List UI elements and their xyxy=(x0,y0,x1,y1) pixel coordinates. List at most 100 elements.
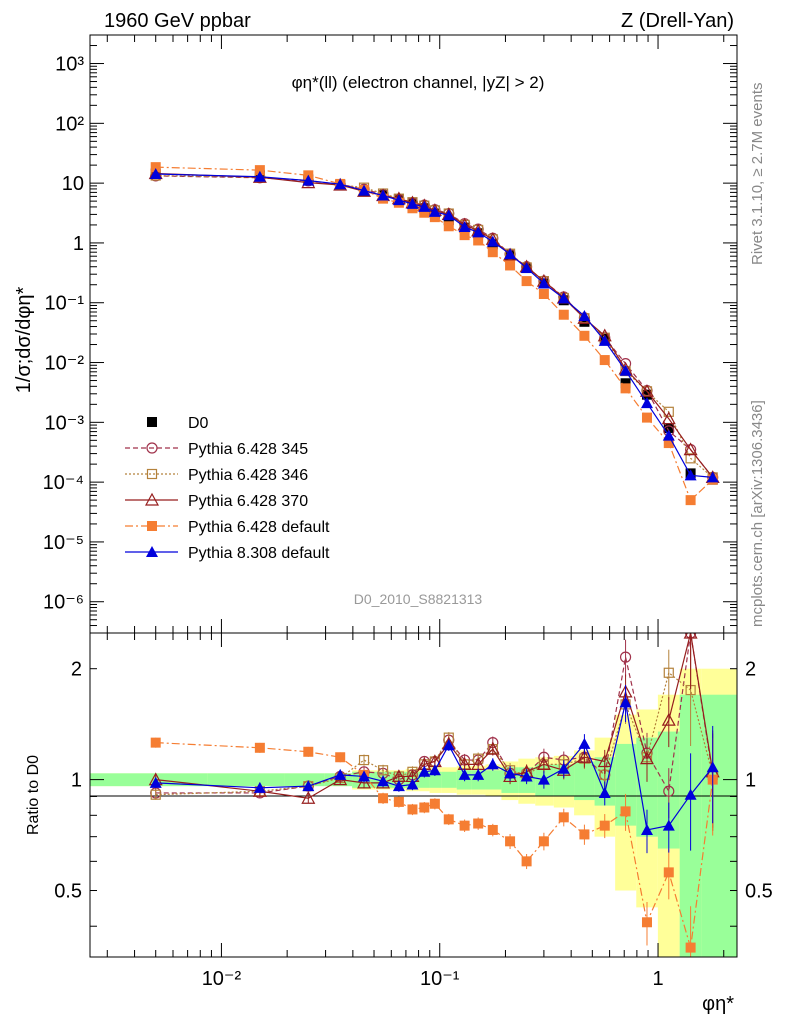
data-point xyxy=(598,334,611,346)
data-point xyxy=(392,194,405,206)
ratio-point xyxy=(598,786,611,798)
data-point xyxy=(641,412,652,423)
legend-marker xyxy=(146,442,158,454)
main-panel: 10⁻⁶ 10⁻⁵ 10⁻⁴ 10⁻³ 10⁻² 10⁻¹ 1 10 10² 10³ φη*(ll… xyxy=(13,34,738,634)
ratio-point xyxy=(149,776,162,788)
ratio-point xyxy=(577,749,592,763)
ratio-point xyxy=(459,820,470,831)
legend-label: Pythia 6.428 346 xyxy=(188,467,308,484)
y-tick-label: 10⁻⁴ xyxy=(43,472,84,494)
ratio-point xyxy=(520,770,533,782)
ratio-point xyxy=(358,754,370,766)
ratio-point xyxy=(578,737,591,749)
ratio-point xyxy=(663,867,674,878)
main-axis-ticks xyxy=(90,34,737,634)
ratio-point xyxy=(254,742,265,753)
y-tick-label: 1 xyxy=(73,233,84,255)
green-band xyxy=(441,771,457,788)
ratio-point xyxy=(442,739,455,751)
x-tick-label: 10⁻² xyxy=(202,968,242,990)
x-tick-label: 1 xyxy=(652,968,663,990)
ratio-point xyxy=(684,788,697,800)
legend-marker xyxy=(146,468,158,480)
data-point xyxy=(663,423,674,434)
ratio-point xyxy=(662,819,675,831)
green-band xyxy=(574,761,595,801)
ratio-point xyxy=(641,917,652,928)
data-point xyxy=(150,162,161,173)
y-tick-label: 10² xyxy=(55,113,84,135)
ratio-point xyxy=(505,836,516,847)
ratio-point xyxy=(334,768,347,780)
ratio-point xyxy=(683,633,698,639)
data-point xyxy=(428,205,441,217)
ratio-point xyxy=(357,775,372,789)
ratio-point xyxy=(302,780,315,792)
main-series xyxy=(148,162,720,506)
y-tick-label: 10 xyxy=(62,173,84,195)
x-axis-label: φη* xyxy=(702,993,734,1015)
data-point xyxy=(663,406,674,417)
ratio-y-tick-labels: 0.5 0.5 1 1 2 2 xyxy=(54,659,773,903)
ratio-point xyxy=(536,757,551,770)
y-tick-label: 2 xyxy=(71,659,82,681)
ratio-point xyxy=(335,752,346,763)
ratio-point xyxy=(579,829,590,840)
main-plot-title: φη*(ll) (electron channel, |yZ| > 2) xyxy=(292,73,545,92)
ratio-point xyxy=(486,758,499,770)
ratio-point xyxy=(378,793,389,804)
x-tick-labels: 10⁻² 10⁻¹ 1 xyxy=(202,968,664,990)
data-point xyxy=(520,262,533,274)
green-band xyxy=(615,743,637,826)
y-tick-label-right: 2 xyxy=(745,659,756,681)
rivet-version: Rivet 3.1.10, ≥ 2.7M events xyxy=(749,83,766,266)
data-point xyxy=(473,235,484,246)
ratio-point xyxy=(150,789,161,800)
ratio-point xyxy=(521,856,532,867)
watermark: D0_2010_S8821313 xyxy=(354,591,483,607)
ratio-axis-ticks xyxy=(90,633,737,957)
data-point xyxy=(620,383,631,394)
data-point xyxy=(487,247,498,258)
data-point xyxy=(472,226,485,238)
y-tick-label: 10⁻¹ xyxy=(45,293,85,315)
ratio-point xyxy=(392,780,405,792)
main-y-axis-label: 1/σ;dσ/dφη* xyxy=(13,286,35,393)
ratio-point xyxy=(685,942,696,953)
data-point xyxy=(620,378,631,389)
ratio-point xyxy=(619,696,632,708)
ratio-point xyxy=(640,823,653,835)
data-point xyxy=(706,471,719,483)
ratio-point xyxy=(473,818,484,829)
data-point xyxy=(429,212,440,223)
data-point xyxy=(662,429,675,441)
data-point xyxy=(558,309,569,320)
y-tick-label-right: 1 xyxy=(745,770,756,792)
data-point xyxy=(579,316,590,327)
ratio-point xyxy=(558,812,569,823)
data-point xyxy=(683,442,698,456)
data-point xyxy=(538,288,549,299)
data-point xyxy=(599,355,610,366)
data-point xyxy=(418,200,431,212)
ratio-point xyxy=(557,762,570,774)
data-point xyxy=(521,276,532,287)
ratio-point xyxy=(407,804,418,815)
ratio-point xyxy=(253,781,266,793)
ratio-point xyxy=(429,798,440,809)
legend-marker xyxy=(147,417,157,427)
green-band xyxy=(429,771,442,788)
y-tick-label: 10⁻² xyxy=(45,353,85,375)
ratio-point xyxy=(419,802,430,813)
data-point xyxy=(641,389,652,400)
ratio-point xyxy=(303,746,314,757)
y-tick-label: 10⁻⁶ xyxy=(43,592,84,614)
ratio-point xyxy=(377,765,389,776)
header-energy: 1960 GeV ppbar xyxy=(104,10,251,32)
data-point xyxy=(149,168,162,180)
ratio-point xyxy=(620,806,631,817)
header-process: Z (Drell-Yan) xyxy=(621,10,734,32)
mcplots-reference: mcplots.cern.ch [arXiv:1306.3436] xyxy=(749,400,766,627)
data-point xyxy=(358,184,371,196)
legend-marker xyxy=(144,492,160,506)
